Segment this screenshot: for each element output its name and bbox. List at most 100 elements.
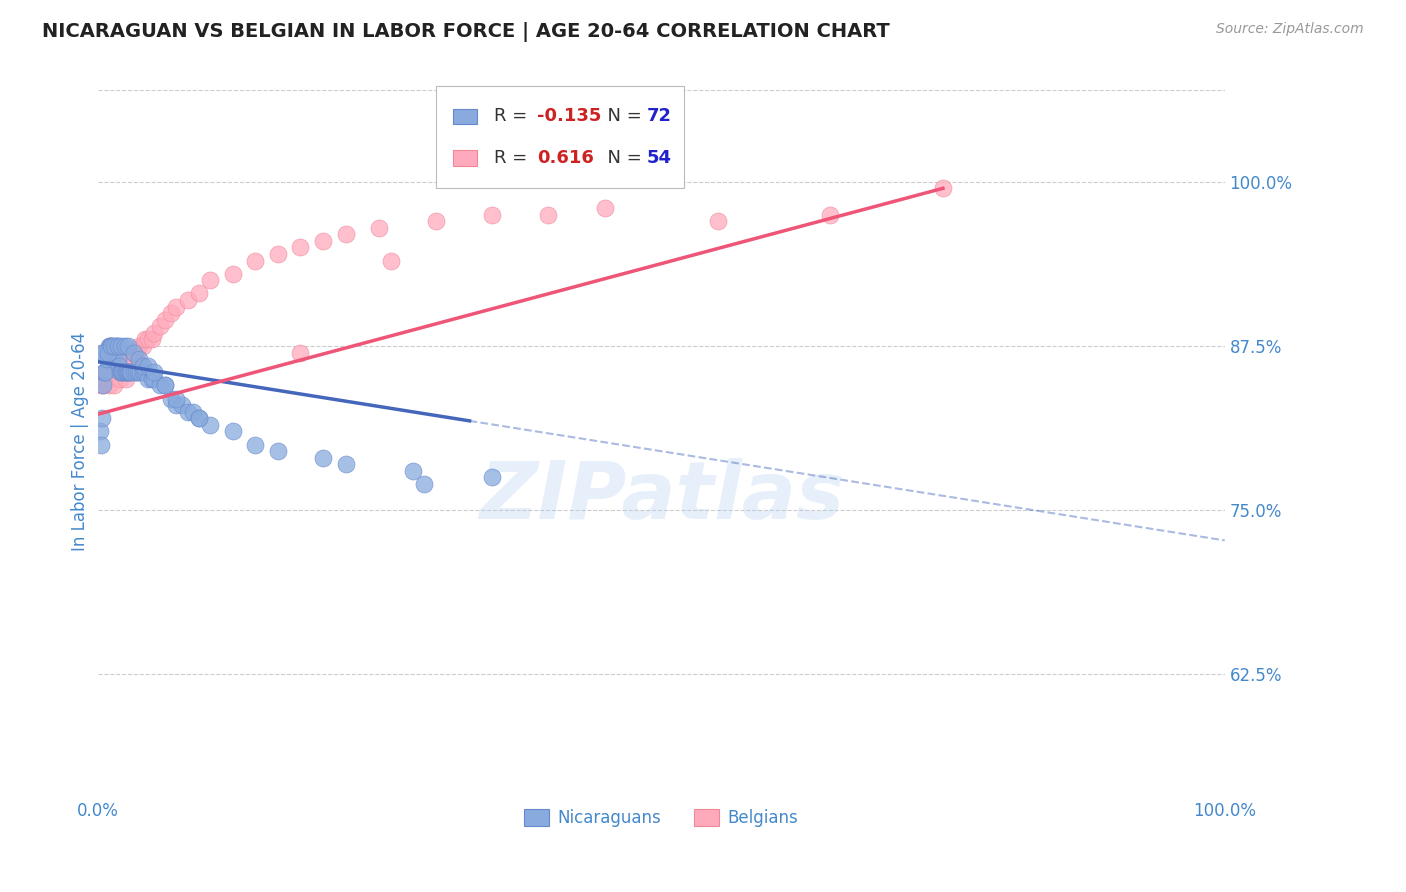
Point	[103, 378, 125, 392]
Point	[335, 227, 357, 242]
Text: 72: 72	[647, 107, 672, 126]
Point	[166, 392, 188, 406]
Point	[97, 339, 120, 353]
Point	[188, 286, 211, 301]
FancyBboxPatch shape	[453, 109, 478, 124]
Point	[114, 339, 136, 353]
Point	[108, 359, 131, 373]
Point	[222, 267, 245, 281]
Point	[110, 339, 132, 353]
Point	[245, 253, 267, 268]
Point	[153, 378, 176, 392]
Point	[134, 333, 156, 347]
Point	[90, 437, 112, 451]
Text: Source: ZipAtlas.com: Source: ZipAtlas.com	[1216, 22, 1364, 37]
Point	[368, 220, 391, 235]
Point	[593, 201, 616, 215]
Point	[94, 365, 117, 379]
FancyBboxPatch shape	[453, 151, 478, 166]
Point	[122, 365, 145, 379]
Point	[125, 345, 148, 359]
Point	[245, 437, 267, 451]
Point	[96, 352, 118, 367]
Point	[183, 405, 205, 419]
Point	[107, 339, 129, 353]
Text: N =: N =	[596, 149, 647, 167]
Point	[125, 365, 148, 379]
Point	[100, 339, 122, 353]
Point	[136, 359, 159, 373]
Point	[148, 319, 170, 334]
Point	[103, 359, 125, 373]
Point	[136, 333, 159, 347]
Text: -0.135: -0.135	[537, 107, 602, 126]
Point	[131, 365, 153, 379]
Text: 0.616: 0.616	[537, 149, 595, 167]
Point	[120, 365, 142, 379]
Point	[153, 312, 176, 326]
Point	[425, 214, 447, 228]
Point	[267, 444, 290, 458]
Point	[188, 411, 211, 425]
Point	[101, 339, 124, 353]
Point	[166, 300, 188, 314]
Point	[94, 365, 117, 379]
Point	[160, 392, 183, 406]
Point	[136, 372, 159, 386]
Point	[90, 345, 112, 359]
Point	[115, 365, 138, 379]
Point	[111, 365, 134, 379]
Point	[117, 352, 139, 367]
Point	[117, 339, 139, 353]
Point	[122, 345, 145, 359]
Point	[114, 352, 136, 367]
Point	[104, 339, 127, 353]
Point	[131, 359, 153, 373]
Point	[267, 247, 290, 261]
Point	[166, 398, 188, 412]
Point	[142, 326, 165, 340]
Point	[481, 470, 503, 484]
Point	[706, 214, 728, 228]
FancyBboxPatch shape	[436, 87, 683, 188]
Point	[97, 365, 120, 379]
Point	[93, 365, 115, 379]
Point	[131, 359, 153, 373]
Point	[107, 352, 129, 367]
Y-axis label: In Labor Force | Age 20-64: In Labor Force | Age 20-64	[72, 332, 89, 550]
Point	[100, 339, 122, 353]
Point	[380, 253, 402, 268]
Point	[128, 339, 150, 353]
Point	[141, 372, 163, 386]
Point	[114, 365, 136, 379]
Point	[110, 365, 132, 379]
Point	[134, 365, 156, 379]
Point	[105, 359, 128, 373]
Point	[101, 359, 124, 373]
Point	[120, 352, 142, 367]
Point	[128, 352, 150, 367]
Point	[103, 345, 125, 359]
Point	[222, 425, 245, 439]
Point	[112, 352, 135, 367]
Point	[129, 365, 152, 379]
Point	[141, 333, 163, 347]
Text: NICARAGUAN VS BELGIAN IN LABOR FORCE | AGE 20-64 CORRELATION CHART: NICARAGUAN VS BELGIAN IN LABOR FORCE | A…	[42, 22, 890, 42]
Point	[97, 345, 120, 359]
Point	[177, 293, 200, 307]
Point	[188, 411, 211, 425]
Text: 54: 54	[647, 149, 672, 167]
Point	[98, 339, 121, 353]
Point	[127, 365, 149, 379]
Point	[200, 417, 222, 432]
Point	[90, 378, 112, 392]
Point	[91, 372, 114, 386]
Point	[97, 378, 120, 392]
Point	[91, 411, 114, 425]
Point	[312, 234, 335, 248]
Point	[537, 208, 560, 222]
Point	[172, 398, 194, 412]
Legend: Nicaraguans, Belgians: Nicaraguans, Belgians	[517, 802, 806, 833]
Point	[97, 345, 120, 359]
Point	[121, 345, 143, 359]
